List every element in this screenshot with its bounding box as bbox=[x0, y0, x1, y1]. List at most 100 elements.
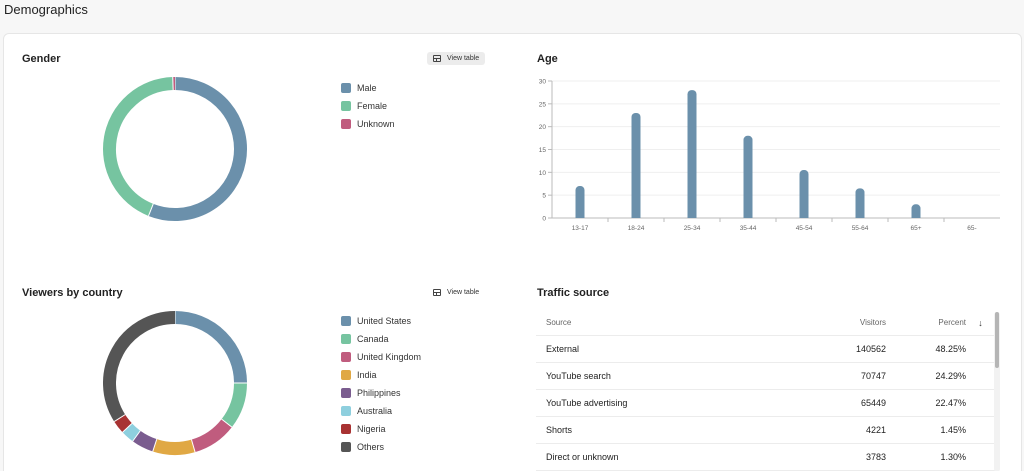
legend-item-united-states[interactable]: United States bbox=[341, 312, 421, 330]
legend-swatch bbox=[341, 442, 351, 452]
bar-base bbox=[743, 214, 753, 218]
y-tick-label: 0 bbox=[542, 216, 546, 223]
legend-swatch bbox=[341, 388, 351, 398]
legend-item-male[interactable]: Male bbox=[341, 79, 395, 97]
bar-35-44[interactable] bbox=[743, 135, 753, 218]
cell-visitors: 65449 bbox=[860, 398, 886, 408]
column-header-percent[interactable]: Percent bbox=[938, 318, 966, 327]
x-tick-label: 18-24 bbox=[628, 225, 645, 232]
legend-item-female[interactable]: Female bbox=[341, 97, 395, 115]
legend-label: Female bbox=[357, 101, 388, 111]
legend-label: India bbox=[357, 370, 377, 380]
legend-item-nigeria[interactable]: Nigeria bbox=[341, 420, 421, 438]
donut-slice-others[interactable] bbox=[103, 311, 176, 422]
donut-slice-australia[interactable] bbox=[122, 423, 141, 442]
bar-base bbox=[687, 214, 697, 218]
cell-source: Shorts bbox=[546, 425, 573, 435]
y-tick-label: 20 bbox=[539, 124, 547, 131]
age-bar-chart: 0 5 10 15 20 25 30 13-17 18-24 25-34 35-44 45-54 55-… bbox=[539, 79, 1000, 232]
table-row[interactable]: Shorts 4221 1.45% bbox=[536, 417, 995, 444]
arrow-down-icon[interactable]: ↓ bbox=[978, 317, 983, 328]
gender-title: Gender bbox=[22, 53, 61, 65]
column-header-visitors[interactable]: Visitors bbox=[859, 318, 886, 327]
donut-slice-male[interactable] bbox=[148, 77, 247, 221]
slice-separator bbox=[190, 439, 196, 453]
legend-label: United States bbox=[357, 316, 412, 326]
donut-slice-canada[interactable] bbox=[221, 382, 247, 428]
legend-label: United Kingdom bbox=[357, 352, 422, 362]
cell-source: YouTube search bbox=[546, 371, 611, 381]
table-row[interactable]: External 140562 48.25% bbox=[536, 336, 995, 363]
table-row[interactable]: YouTube advertising 65449 22.47% bbox=[536, 390, 995, 417]
bar-18-24[interactable] bbox=[631, 112, 641, 218]
legend-label: Philippines bbox=[357, 388, 401, 398]
gender-view-table-button[interactable]: View table bbox=[427, 52, 486, 65]
legend-label: Nigeria bbox=[357, 424, 386, 434]
bar-base bbox=[631, 214, 641, 218]
bar-base bbox=[911, 214, 921, 218]
scrollbar-thumb[interactable] bbox=[995, 312, 999, 368]
cell-percent: 1.30% bbox=[940, 452, 966, 462]
legend-item-philippines[interactable]: Philippines bbox=[341, 384, 421, 402]
slice-separator bbox=[122, 423, 133, 433]
country-view-table-button[interactable]: View table bbox=[427, 286, 485, 299]
legend-item-india[interactable]: India bbox=[341, 366, 421, 384]
table-icon bbox=[433, 55, 441, 62]
legend-item-united-kingdom[interactable]: United Kingdom bbox=[341, 348, 421, 366]
legend-item-canada[interactable]: Canada bbox=[341, 330, 421, 348]
cell-source: Direct or unknown bbox=[546, 452, 619, 462]
cell-visitors: 140562 bbox=[855, 344, 886, 354]
column-header-source[interactable]: Source bbox=[546, 318, 572, 327]
legend-item-unknown[interactable]: Unknown bbox=[341, 115, 395, 133]
cell-percent: 48.25% bbox=[935, 344, 966, 354]
donut-slice-united-kingdom[interactable] bbox=[191, 418, 232, 453]
country-view-table-label: View table bbox=[447, 289, 480, 296]
bar-45-54[interactable] bbox=[799, 170, 809, 218]
donut-slice-philippines[interactable] bbox=[132, 430, 157, 452]
legend-label: Male bbox=[357, 83, 377, 93]
age-title: Age bbox=[537, 53, 558, 65]
table-row[interactable]: Direct or unknown 3783 1.30% bbox=[536, 444, 995, 471]
cell-source: External bbox=[546, 344, 580, 354]
gender-donut-chart bbox=[103, 77, 247, 221]
legend-item-others[interactable]: Others bbox=[341, 438, 421, 456]
cell-source: YouTube advertising bbox=[546, 398, 628, 408]
donut-slice-nigeria[interactable] bbox=[114, 414, 133, 433]
table-icon bbox=[433, 289, 441, 296]
cell-visitors: 70747 bbox=[860, 371, 886, 381]
scrollbar-track[interactable] bbox=[994, 312, 1000, 471]
x-tick-label: 35-44 bbox=[740, 225, 757, 232]
country-title: Viewers by country bbox=[22, 287, 123, 299]
donut-slice-female[interactable] bbox=[103, 77, 174, 216]
page-title: Demographics bbox=[4, 2, 88, 17]
cell-percent: 1.45% bbox=[940, 425, 966, 435]
y-tick-label: 10 bbox=[539, 170, 547, 177]
legend-swatch bbox=[341, 316, 351, 326]
slice-separator bbox=[132, 430, 141, 442]
legend-label: Australia bbox=[357, 406, 393, 416]
legend-item-australia[interactable]: Australia bbox=[341, 402, 421, 420]
traffic-title: Traffic source bbox=[537, 287, 610, 299]
table-row[interactable]: YouTube search 70747 24.29% bbox=[536, 363, 995, 390]
legend-label: Canada bbox=[357, 334, 389, 344]
y-tick-label: 25 bbox=[539, 101, 547, 108]
bar-13-17[interactable] bbox=[575, 186, 585, 218]
legend-swatch bbox=[341, 406, 351, 416]
bar-base bbox=[855, 214, 865, 218]
x-tick-label: 55-64 bbox=[852, 225, 869, 232]
x-tick-label: 45-54 bbox=[796, 225, 813, 232]
x-tick-label: 65+ bbox=[910, 225, 921, 232]
legend-label: Others bbox=[357, 442, 385, 452]
legend-swatch bbox=[341, 101, 351, 111]
slice-separator bbox=[113, 414, 126, 423]
legend-swatch bbox=[341, 352, 351, 362]
donut-slice-united-states[interactable] bbox=[174, 311, 247, 384]
country-donut-chart bbox=[103, 311, 247, 455]
legend-swatch bbox=[341, 119, 351, 129]
y-tick-label: 5 bbox=[542, 193, 546, 200]
bar-25-34[interactable] bbox=[687, 90, 697, 218]
legend-swatch bbox=[341, 334, 351, 344]
bar-55-64[interactable] bbox=[855, 188, 865, 218]
slice-separator bbox=[221, 418, 233, 428]
donut-slice-india[interactable] bbox=[152, 439, 196, 455]
